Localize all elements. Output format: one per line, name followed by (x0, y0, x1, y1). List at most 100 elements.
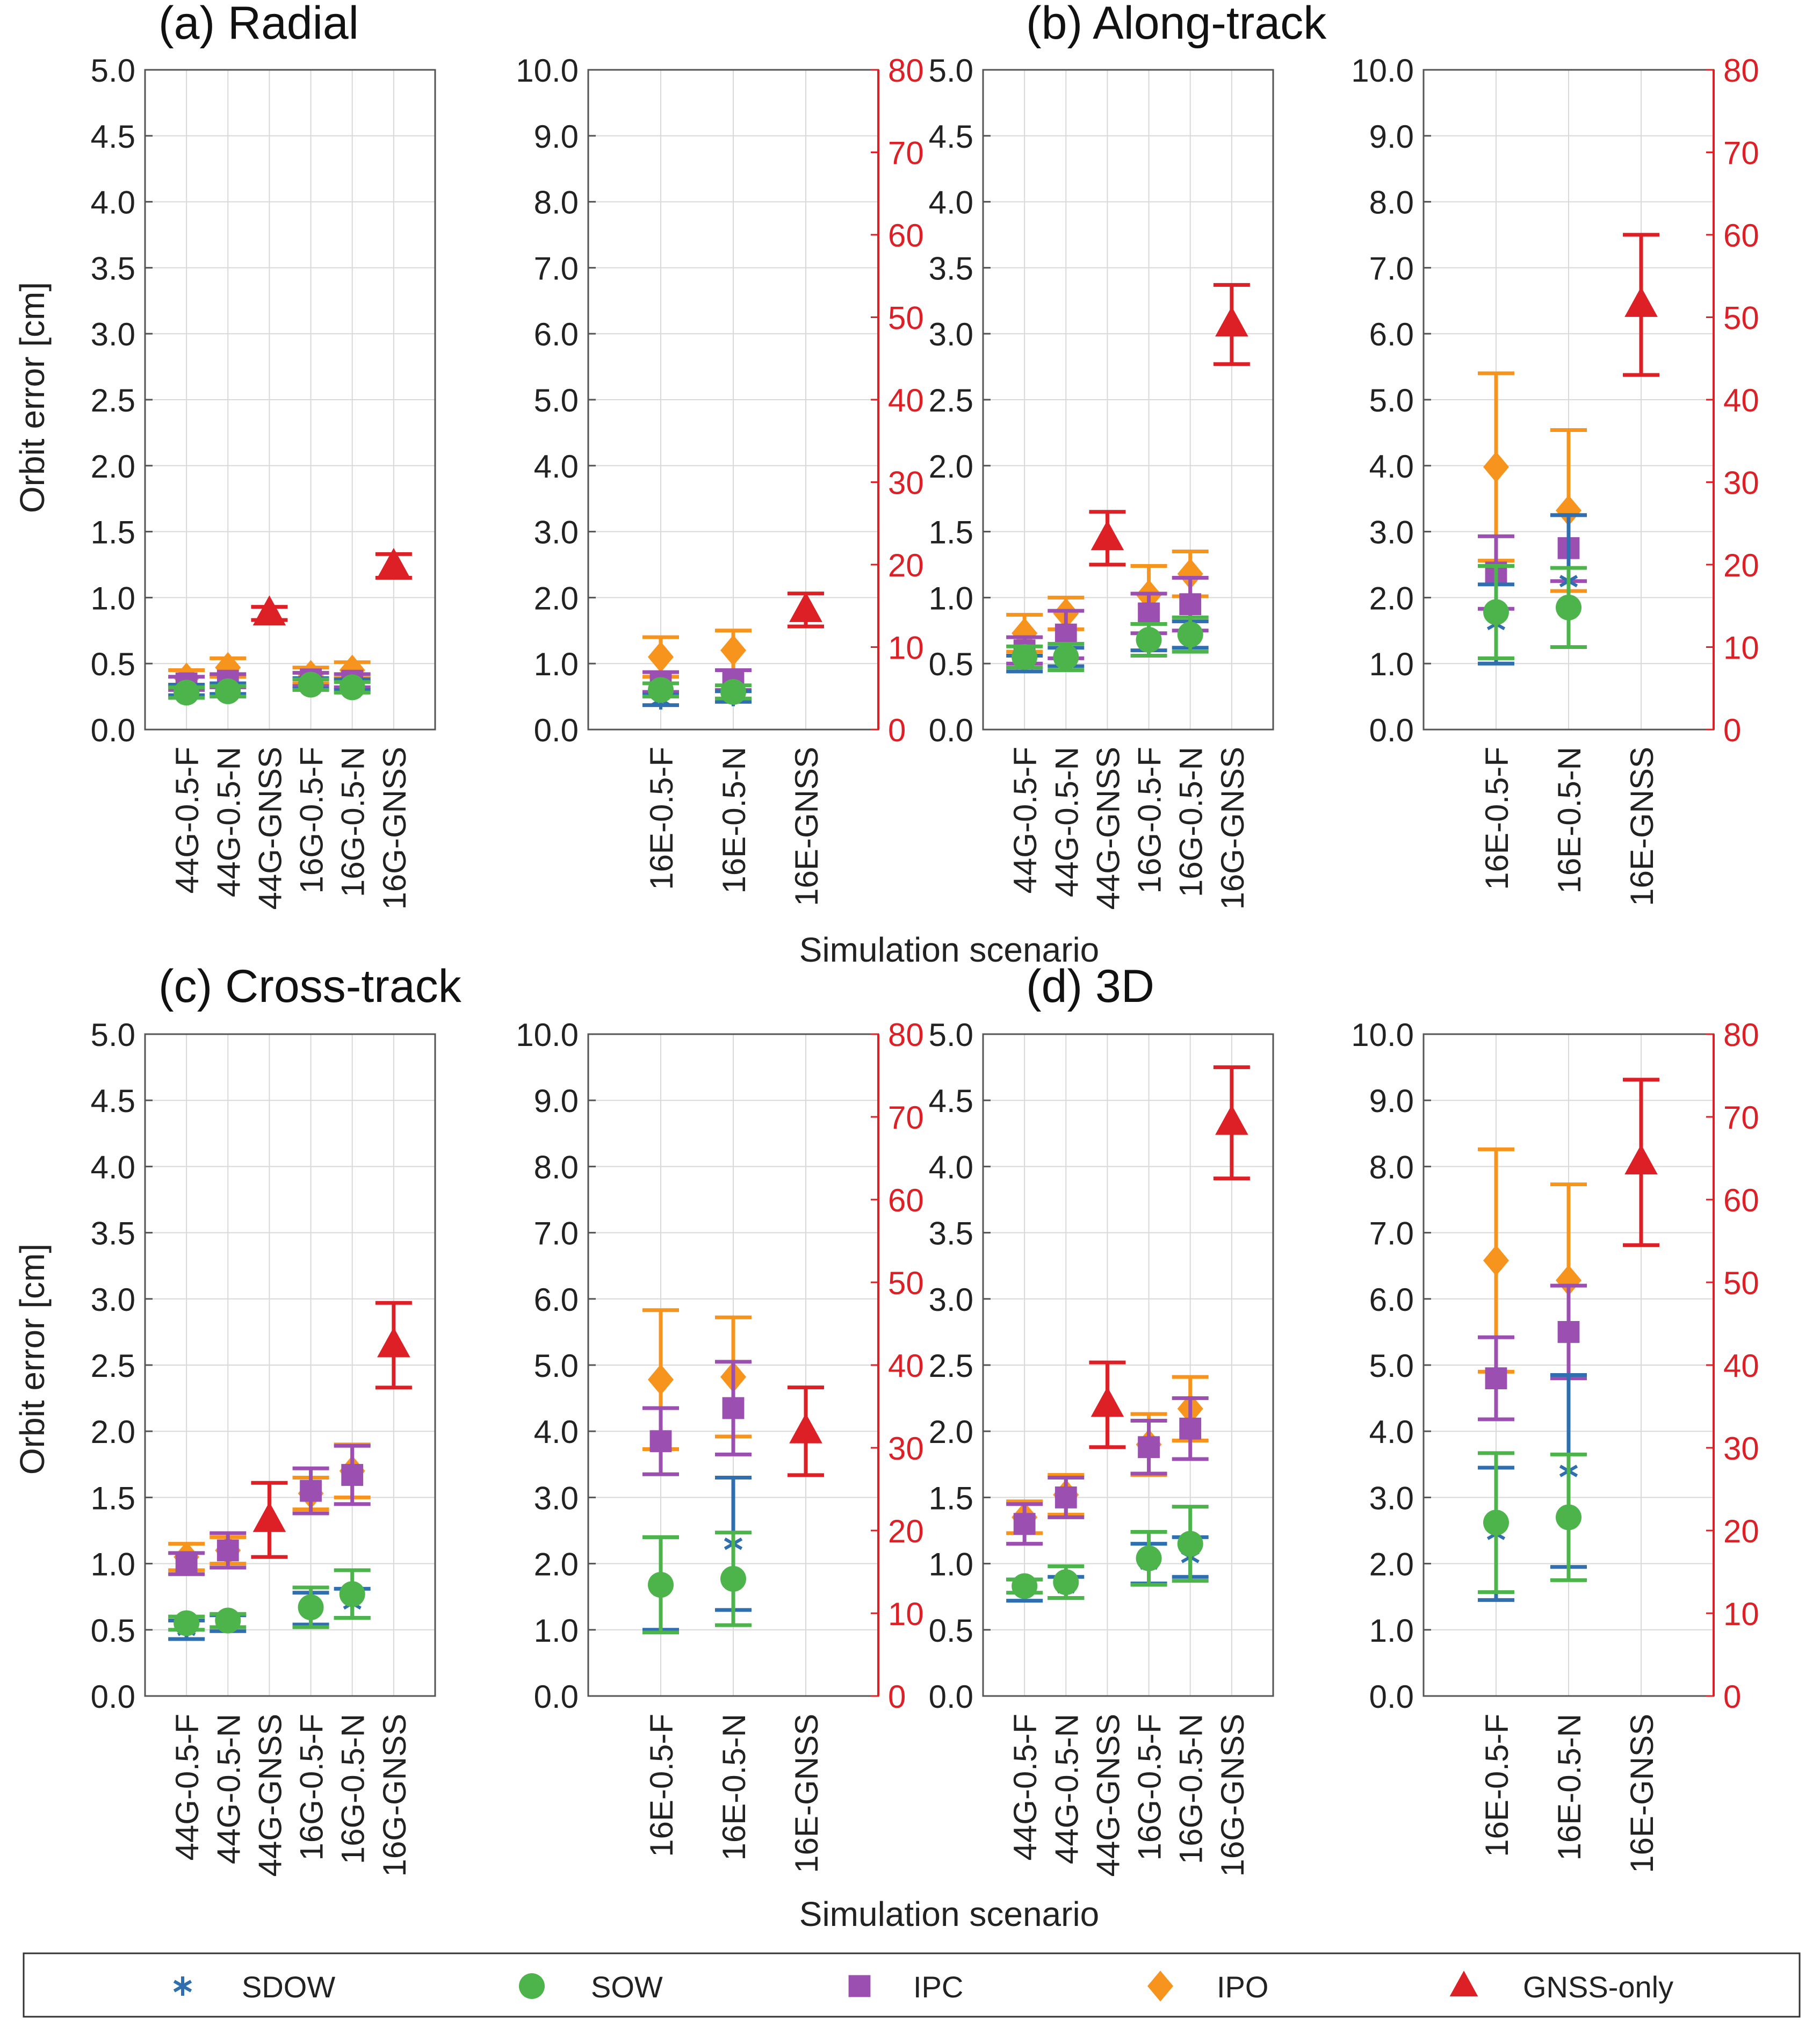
panel-c-right-axes-ytick-label-1: 1.0 (534, 1613, 579, 1649)
panel-d-left-axes-ytick-label-9: 4.5 (929, 1083, 973, 1119)
panel-c-left-axes-ytick-label-3: 1.5 (91, 1480, 135, 1516)
panel-c-left-axes-series-sow (168, 1568, 371, 1636)
panel-d-right-axes-ytick-label-2: 2.0 (1369, 1547, 1414, 1583)
panel-b-right-axes-sow-16e-0-5-f-point (1483, 599, 1509, 625)
panel-b-left-axes-series-gnss-only (1089, 283, 1250, 567)
panel-c-right-axes-sow-16e-0-5-f-point (648, 1572, 674, 1598)
panel-d-left-axes-ytick-label-10: 5.0 (929, 1017, 973, 1053)
panel-d-left-axes-xtick-label-16g-gnss: 16G-GNSS (1215, 1714, 1251, 1877)
panel-a-right-axes-xtick-label-16e-0-5-n: 16E-0.5-N (716, 747, 752, 893)
panel-a-right-axes-ytick-label-1: 1.0 (534, 646, 579, 682)
panel-b-left-axes-sow-44g-0-5-f-point (1012, 644, 1038, 670)
panel-a-left-axes-ytick-label-7: 3.5 (91, 250, 135, 286)
panel-c-left-axes-ytick-label-9: 4.5 (91, 1083, 135, 1119)
panel-d-left-axes-gnss-only-44g-gnss-point (1090, 1387, 1124, 1417)
panel-b-right-axes-ytick-label-7: 7.0 (1369, 250, 1414, 286)
panel-d-left-axes-ytick-label-2: 1.0 (929, 1547, 973, 1583)
panel-a-left-axes-ytick-label-0: 0.0 (91, 712, 135, 748)
panel-c-right-axes-gnss-only-16e-gnss-point (789, 1413, 822, 1444)
panel-b-right-axes-xtick-label-16e-gnss: 16E-GNSS (1624, 747, 1660, 906)
panel-a-left-axes-xtick-label-44g-0-5-f: 44G-0.5-F (169, 747, 205, 893)
panel-c-right-axes-ytick-label-0: 0.0 (534, 1679, 579, 1715)
panel-d-left-axes-ytick-label-8: 4.0 (929, 1149, 973, 1185)
panel-d-right-axes: 0.0 1.0 2.0 3.0 4.0 5.0 6.0 7.0 8.0 9.0 10.0 0 10 20 3… (1351, 1017, 1759, 1873)
panel-c-right-axes: 0.0 1.0 2.0 3.0 4.0 5.0 6.0 7.0 8.0 9.0 10.0 0 10 20 3… (516, 1017, 924, 1873)
panel-c-left-axes-ytick-label-4: 2.0 (91, 1414, 135, 1450)
panel-b-right-axes-ytick-right-label-6: 60 (1723, 218, 1759, 254)
panel-c-right-axes-series-sow (642, 1531, 752, 1635)
panel-c-right-axes-ytick-label-9: 9.0 (534, 1083, 579, 1119)
panel-a-left-axes: 0.0 0.5 1.0 1.5 2.0 2.5 3.0 3.5 4.0 4.5 5.0 44G-0.5… (91, 53, 436, 910)
panel-d-right-axes-sow-16e-0-5-f-point (1483, 1510, 1509, 1536)
panel-d-left-axes-ytick-label-5: 2.5 (929, 1348, 973, 1384)
panel-b-right-axes-ytick-label-10: 10.0 (1351, 53, 1414, 89)
panel-c-right-axes-series-gnss-only (788, 1385, 824, 1477)
panel-b-right-axes-xtick-label-16e-0-5-n: 16E-0.5-N (1551, 747, 1587, 893)
panel-d-right-axes-ytick-right-label-8: 80 (1723, 1017, 1759, 1053)
panel-d-left-axes-series-sow (1006, 1505, 1209, 1600)
panel-c-right-axes-ytick-label-8: 8.0 (534, 1149, 579, 1185)
panel-a-left-axes-ytick-label-4: 2.0 (91, 449, 135, 485)
panel-d-left-axes-xtick-label-44g-0-5-n: 44G-0.5-N (1049, 1714, 1085, 1864)
panel-a-right-axes-ytick-label-2: 2.0 (534, 580, 579, 616)
panel-d-right-axes-ipc-16e-0-5-n-point (1557, 1321, 1580, 1343)
panel-d-left-axes-ipc-16g-0-5-n-point (1179, 1417, 1202, 1440)
panel-b-left-axes-xtick-label-16g-gnss: 16G-GNSS (1215, 747, 1251, 910)
panel-c-right-axes-xtick-label-16e-0-5-n: 16E-0.5-N (716, 1714, 752, 1860)
panel-c-left-axes-series-ipc (168, 1444, 371, 1576)
ylabel-top: Orbit error [cm] (13, 282, 52, 513)
panel-a-right-axes-sow-16e-0-5-f-point (648, 677, 674, 703)
panel-a-title: (a) Radial (158, 0, 359, 49)
panel-d-left-axes-ytick-label-4: 2.0 (929, 1414, 973, 1450)
panel-d-left-axes-ytick-label-3: 1.5 (929, 1480, 973, 1516)
panel-b-right-axes: 0.0 1.0 2.0 3.0 4.0 5.0 6.0 7.0 8.0 9.0 10.0 0 10 20 3… (1351, 53, 1759, 906)
panel-c-right-axes-ytick-right-label-3: 30 (888, 1431, 924, 1467)
panel-d-left-axes-xtick-label-44g-0-5-f: 44G-0.5-F (1007, 1714, 1043, 1860)
panel-c-left-axes-ytick-label-1: 0.5 (91, 1613, 135, 1649)
panel-d-left-axes-gnss-only-16g-gnss-point (1215, 1105, 1248, 1135)
panel-b-right-axes-ytick-right-label-1: 10 (1723, 630, 1759, 666)
panel-c-right-axes-ytick-label-4: 4.0 (534, 1414, 579, 1450)
panel-b-right-axes-ytick-label-6: 6.0 (1369, 316, 1414, 352)
panel-c-right-axes-ytick-label-5: 5.0 (534, 1348, 579, 1384)
panel-a-left-axes-sow-16g-0-5-n-point (339, 674, 365, 701)
panel-d-right-axes-ytick-right-label-7: 70 (1723, 1100, 1759, 1136)
panel-b-right-axes-ipo-16e-0-5-n-point (1556, 495, 1581, 526)
panel-c-left-axes-ytick-label-10: 5.0 (91, 1017, 135, 1053)
panel-a-left-axes-ytick-label-6: 3.0 (91, 316, 135, 352)
panel-c-right-axes-ytick-right-label-6: 60 (888, 1182, 924, 1218)
panel-a-right-axes: 0.0 1.0 2.0 3.0 4.0 5.0 6.0 7.0 8.0 9.0 10.0 0 10 20 3… (516, 53, 924, 906)
panel-b-left-axes-ytick-label-3: 1.5 (929, 515, 973, 551)
panel-b-left-axes-gnss-only-16g-gnss-point (1215, 306, 1248, 337)
panel-b-left-axes-ytick-label-9: 4.5 (929, 119, 973, 155)
panel-a-right-axes-ytick-label-5: 5.0 (534, 382, 579, 418)
panel-b-right-axes-ytick-label-8: 8.0 (1369, 185, 1414, 221)
panel-d-right-axes-xtick-label-16e-0-5-f: 16E-0.5-F (1479, 1714, 1515, 1857)
panel-a-right-axes-series-ipo (642, 629, 752, 679)
panel-d-left-axes-ytick-label-6: 3.0 (929, 1282, 973, 1318)
panel-b-left-axes-sow-16g-0-5-n-point (1177, 622, 1203, 648)
panel-d-left-axes-ipc-44g-0-5-n-point (1055, 1486, 1077, 1509)
panel-b-right-axes-gnss-only-16e-gnss-point (1624, 286, 1658, 317)
panel-b-left-axes-ytick-label-8: 4.0 (929, 185, 973, 221)
panel-d-right-axes-ipo-16e-0-5-f-point (1483, 1245, 1509, 1276)
panel-d-right-axes-gnss-only-16e-gnss-point (1624, 1144, 1658, 1175)
panel-a-right-axes-ytick-label-9: 9.0 (534, 119, 579, 155)
panel-a-left-axes-ytick-label-9: 4.5 (91, 119, 135, 155)
panel-d-right-axes-ytick-label-10: 10.0 (1351, 1017, 1414, 1053)
panel-a-left-axes-ytick-label-10: 5.0 (91, 53, 135, 89)
panel-d-left-axes-ipc-16g-0-5-f-point (1138, 1436, 1160, 1459)
panel-c-left-axes-ytick-label-2: 1.0 (91, 1547, 135, 1583)
panel-a-right-axes-ytick-right-label-1: 10 (888, 630, 924, 666)
panel-a-left-axes-xtick-label-16g-0-5-f: 16G-0.5-F (294, 747, 330, 893)
panel-b-left-axes-ytick-label-6: 3.0 (929, 316, 973, 352)
panel-c-right-axes-ipc-16e-0-5-f-point (649, 1430, 672, 1453)
panel-c-right-axes-ytick-right-label-2: 20 (888, 1513, 924, 1549)
panel-d-right-axes-sow-16e-0-5-n-point (1556, 1504, 1581, 1531)
panel-a-right-axes-ytick-right-label-5: 50 (888, 300, 924, 336)
panel-c-right-axes-xtick-label-16e-0-5-f: 16E-0.5-F (644, 1714, 680, 1857)
panel-d-right-axes-ytick-label-5: 5.0 (1369, 1348, 1414, 1384)
panel-c-left-axes-series-gnss-only (251, 1301, 412, 1559)
panel-c-left-axes-xtick-label-16g-0-5-n: 16G-0.5-N (335, 1714, 371, 1864)
